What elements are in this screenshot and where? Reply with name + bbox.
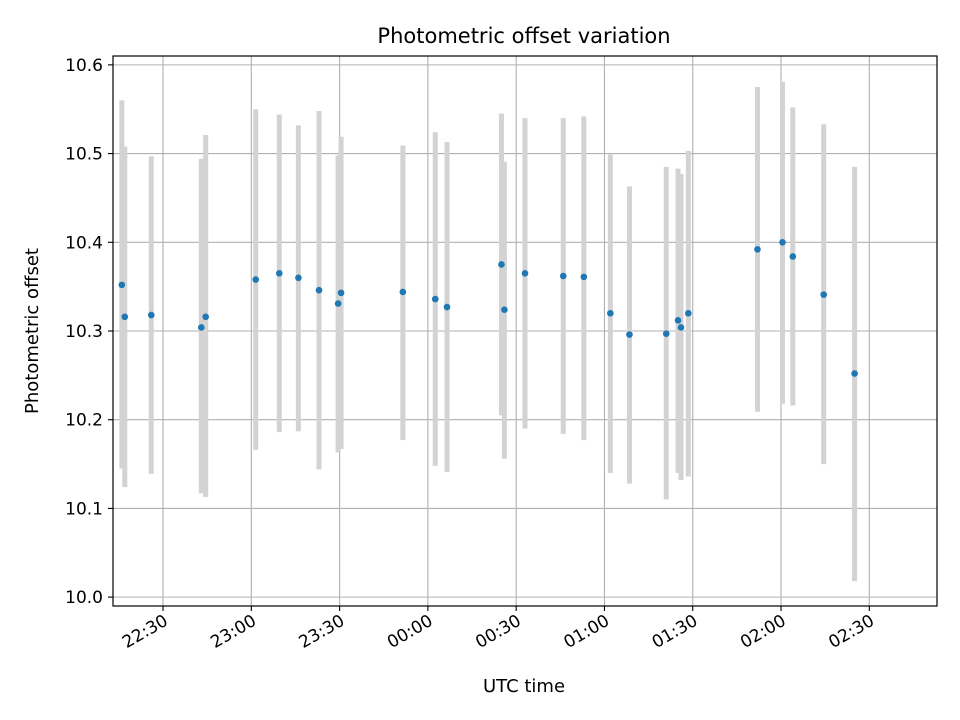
data-point: [147, 311, 155, 319]
data-point: [685, 309, 692, 317]
data-point: [118, 281, 126, 289]
data-point: [498, 261, 505, 268]
y-tick-label: 10.1: [65, 499, 103, 519]
data-point: [399, 288, 407, 296]
data-point: [197, 324, 205, 331]
y-tick-label: 10.4: [65, 233, 103, 253]
data-point: [443, 303, 451, 311]
y-axis-ticks: 10.0 10.1 10.2 10.3 10.4 10.5 10.6: [65, 56, 113, 608]
data-point: [334, 300, 342, 307]
y-tick-label: 10.2: [65, 411, 103, 431]
data-point: [252, 276, 260, 283]
point-layer: [118, 238, 858, 377]
y-tick-label: 10.5: [65, 145, 103, 165]
data-point: [337, 289, 345, 297]
y-tick-label: 10.3: [65, 322, 103, 342]
data-point: [779, 238, 786, 246]
y-axis-label: Photometric offset: [22, 248, 43, 414]
data-point: [607, 309, 614, 317]
data-point: [674, 317, 682, 324]
data-point: [431, 295, 439, 303]
data-point: [626, 331, 633, 338]
data-point: [754, 246, 761, 253]
data-point: [677, 324, 685, 331]
data-point: [121, 313, 129, 321]
data-point: [501, 306, 508, 314]
data-point: [851, 370, 858, 377]
data-point: [559, 272, 567, 280]
data-point: [580, 273, 588, 281]
data-point: [521, 270, 529, 277]
data-point: [295, 274, 302, 282]
y-tick-label: 10.6: [65, 56, 103, 76]
x-axis-label: UTC time: [483, 676, 565, 697]
y-tick-label: 10.0: [65, 588, 103, 608]
data-point: [315, 286, 323, 294]
chart-title: Photometric offset variation: [377, 24, 670, 48]
data-point: [820, 291, 827, 298]
data-point: [275, 270, 283, 277]
data-point: [202, 313, 209, 321]
data-point: [789, 253, 797, 260]
data-point: [662, 330, 670, 337]
